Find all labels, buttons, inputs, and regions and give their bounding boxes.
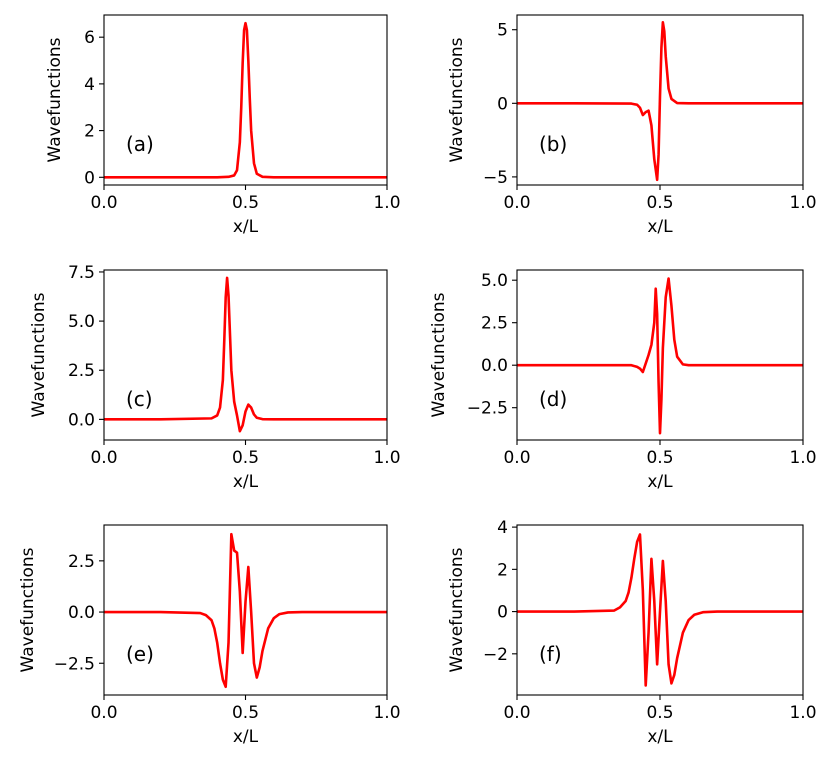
x-tick-label: 0.0	[90, 193, 117, 213]
x-tick-label: 0.5	[232, 193, 259, 213]
x-axis-label: x/L	[233, 727, 259, 747]
y-tick-label: 2.5	[68, 361, 95, 381]
y-tick-label: 2	[497, 560, 508, 580]
x-tick-label: 0.0	[90, 703, 117, 723]
y-tick-label: 5.0	[68, 312, 95, 332]
y-tick-label: 2	[84, 122, 95, 142]
y-tick-label: 0	[84, 168, 95, 188]
x-tick-label: 1.0	[373, 448, 400, 468]
panel-label: (c)	[126, 387, 153, 411]
x-tick-label: 1.0	[789, 703, 816, 723]
x-tick-label: 1.0	[373, 703, 400, 723]
y-tick-label: 4	[497, 518, 508, 538]
y-tick-label: 0.0	[481, 356, 508, 376]
panel-label: (e)	[126, 642, 154, 666]
x-tick-label: 0.0	[90, 448, 117, 468]
panel-label: (f)	[539, 642, 562, 666]
y-axis-label: Wavefunctions	[18, 547, 38, 672]
series-line	[517, 21, 803, 182]
x-tick-label: 1.0	[789, 193, 816, 213]
x-tick-label: 0.0	[503, 703, 530, 723]
y-tick-label: −2.5	[467, 399, 508, 419]
panel-f: 0.0 0.5 1.0 −2 0 2 4 x/L Wavefunctions (f)	[447, 518, 817, 747]
panel-label: (b)	[539, 132, 567, 156]
series-line	[517, 533, 803, 687]
x-axis-label: x/L	[233, 472, 259, 492]
y-tick-label: 2.5	[481, 314, 508, 334]
y-tick-label: 0	[497, 603, 508, 623]
panel-b: 0.0 0.5 1.0 −5 0 5 x/L Wavefunctions (b)	[447, 14, 817, 237]
y-tick-label: 4	[84, 75, 95, 95]
x-tick-label: 1.0	[373, 193, 400, 213]
panel-label: (a)	[126, 132, 154, 156]
y-tick-label: 7.5	[68, 263, 95, 283]
series-line	[104, 21, 387, 179]
panel-label: (d)	[539, 387, 567, 411]
series-line	[104, 276, 387, 433]
y-tick-label: −2.5	[54, 654, 95, 674]
y-tick-label: 5.0	[481, 271, 508, 291]
y-axis-label: Wavefunctions	[447, 37, 467, 162]
series-line	[104, 532, 387, 689]
y-axis-label: Wavefunctions	[45, 37, 65, 162]
x-tick-label: 0.5	[646, 703, 673, 723]
x-tick-label: 0.5	[232, 448, 259, 468]
x-tick-label: 1.0	[789, 448, 816, 468]
y-tick-label: 2.5	[68, 552, 95, 572]
panel-c: 0.0 0.5 1.0 0.0 2.5 5.0 7.5 x/L Wavefunctions (c)	[29, 263, 401, 492]
y-tick-label: 0.0	[68, 410, 95, 430]
y-axis-label: Wavefunctions	[429, 292, 449, 417]
y-axis-label: Wavefunctions	[29, 292, 49, 417]
panel-e: 0.0 0.5 1.0 −2.5 0.0 2.5 x/L Wavefunctions (e)	[18, 524, 401, 747]
axes-frame	[103, 14, 388, 186]
x-tick-label: 0.5	[646, 448, 673, 468]
x-axis-label: x/L	[647, 472, 673, 492]
y-tick-label: 0	[497, 94, 508, 114]
x-tick-label: 0.5	[646, 193, 673, 213]
x-axis-label: x/L	[647, 217, 673, 237]
x-axis-label: x/L	[233, 217, 259, 237]
series-line	[517, 277, 803, 435]
y-tick-label: 5	[497, 21, 508, 41]
y-axis-label: Wavefunctions	[447, 547, 467, 672]
y-tick-label: 6	[84, 28, 95, 48]
y-tick-label: 0.0	[68, 603, 95, 623]
x-axis-label: x/L	[647, 727, 673, 747]
panel-a: 0.0 0.5 1.0 0 2 4 6 x/L Wavefunctions (a)	[45, 14, 401, 237]
x-tick-label: 0.0	[503, 448, 530, 468]
panel-d: 0.0 0.5 1.0 −2.5 0.0 2.5 5.0 x/L Wavefunctions (d…	[429, 269, 817, 492]
y-tick-label: −5	[483, 168, 508, 188]
x-tick-label: 0.0	[503, 193, 530, 213]
y-tick-label: −2	[483, 645, 508, 665]
x-tick-label: 0.5	[232, 703, 259, 723]
